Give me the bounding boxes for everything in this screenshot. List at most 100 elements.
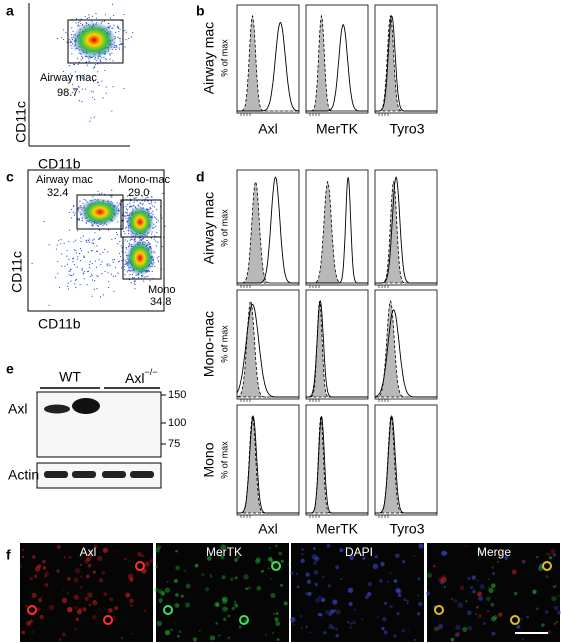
signal xyxy=(184,569,187,572)
row-label: Airway mac xyxy=(201,22,217,94)
event-dot xyxy=(75,286,77,289)
event-dot xyxy=(164,225,166,227)
event-dot xyxy=(108,281,110,283)
event-dot xyxy=(153,251,155,253)
column-label: Tyro3 xyxy=(389,521,424,537)
event-dot xyxy=(76,258,79,260)
event-dot xyxy=(107,286,110,289)
signal xyxy=(67,592,70,595)
signal xyxy=(432,564,436,568)
event-dot xyxy=(73,89,75,92)
signal xyxy=(101,571,106,575)
signal xyxy=(301,548,304,551)
row-label: Mono-mac xyxy=(201,311,217,377)
event-dot xyxy=(97,71,99,73)
signal xyxy=(144,609,147,613)
event-dot xyxy=(152,205,154,207)
stain-curve xyxy=(375,415,437,514)
signal xyxy=(384,602,387,605)
signal xyxy=(40,595,43,598)
signal xyxy=(80,575,83,578)
signal xyxy=(313,570,319,575)
event-dot xyxy=(76,57,79,59)
event-dot xyxy=(93,98,96,100)
event-dot xyxy=(142,202,144,205)
event-dot xyxy=(116,231,118,234)
event-dot xyxy=(144,200,146,202)
signal xyxy=(498,551,502,555)
signal xyxy=(75,617,79,621)
event-dot xyxy=(125,38,127,41)
event-dot xyxy=(154,201,156,203)
signal xyxy=(459,585,465,591)
cell xyxy=(27,605,37,615)
event-dot xyxy=(95,13,97,15)
signal xyxy=(353,608,356,611)
event-dot xyxy=(145,276,147,278)
signal xyxy=(201,572,205,577)
event-dot xyxy=(161,217,163,219)
signal xyxy=(93,599,96,602)
event-dot xyxy=(124,274,126,276)
signal xyxy=(82,607,87,612)
event-dot xyxy=(125,217,127,220)
event-dot xyxy=(68,65,70,67)
event-dot xyxy=(67,285,69,287)
event-dot xyxy=(157,241,159,243)
signal xyxy=(255,557,261,562)
event-dot xyxy=(102,97,104,99)
event-dot xyxy=(121,250,123,252)
event-dot xyxy=(110,273,113,275)
signal xyxy=(256,585,262,591)
signal xyxy=(323,631,327,635)
event-dot xyxy=(117,27,120,29)
signal xyxy=(56,569,60,573)
event-dot xyxy=(69,73,71,75)
signal xyxy=(62,589,65,592)
signal xyxy=(335,565,340,570)
signal xyxy=(453,599,458,604)
signal xyxy=(183,639,185,641)
event-dot xyxy=(95,17,98,19)
event-dot xyxy=(107,272,109,274)
signal xyxy=(487,610,490,613)
event-dot xyxy=(81,88,84,90)
cell xyxy=(135,561,145,571)
signal xyxy=(406,599,409,603)
signal xyxy=(180,594,184,598)
event-dot xyxy=(125,215,127,217)
signal xyxy=(365,595,369,599)
signal xyxy=(289,616,296,623)
signal xyxy=(222,599,228,605)
signal xyxy=(33,574,38,579)
event-dot xyxy=(79,206,81,208)
signal xyxy=(79,563,83,567)
event-dot xyxy=(102,294,105,296)
event-dot xyxy=(111,195,113,197)
event-dot xyxy=(101,261,103,263)
signal xyxy=(234,600,237,604)
signal xyxy=(102,547,108,553)
event-dot xyxy=(91,279,94,281)
signal xyxy=(42,559,46,564)
event-dot xyxy=(109,264,111,267)
signal xyxy=(504,556,509,560)
event-dot xyxy=(88,264,91,266)
event-dot xyxy=(113,258,115,261)
event-dot xyxy=(97,63,99,65)
signal xyxy=(269,578,272,580)
event-dot xyxy=(119,40,121,42)
signal xyxy=(21,555,25,559)
event-dot xyxy=(80,249,83,252)
signal xyxy=(300,627,303,630)
genotype-superscript: −/− xyxy=(144,367,157,377)
signal xyxy=(486,596,491,602)
signal xyxy=(86,557,91,562)
signal xyxy=(350,622,353,625)
histogram-frame xyxy=(305,289,369,400)
row-label: Airway mac xyxy=(201,192,217,264)
event-dot xyxy=(71,27,73,29)
event-dot xyxy=(138,193,140,195)
histogram-frame xyxy=(374,404,438,516)
signal xyxy=(557,610,561,615)
